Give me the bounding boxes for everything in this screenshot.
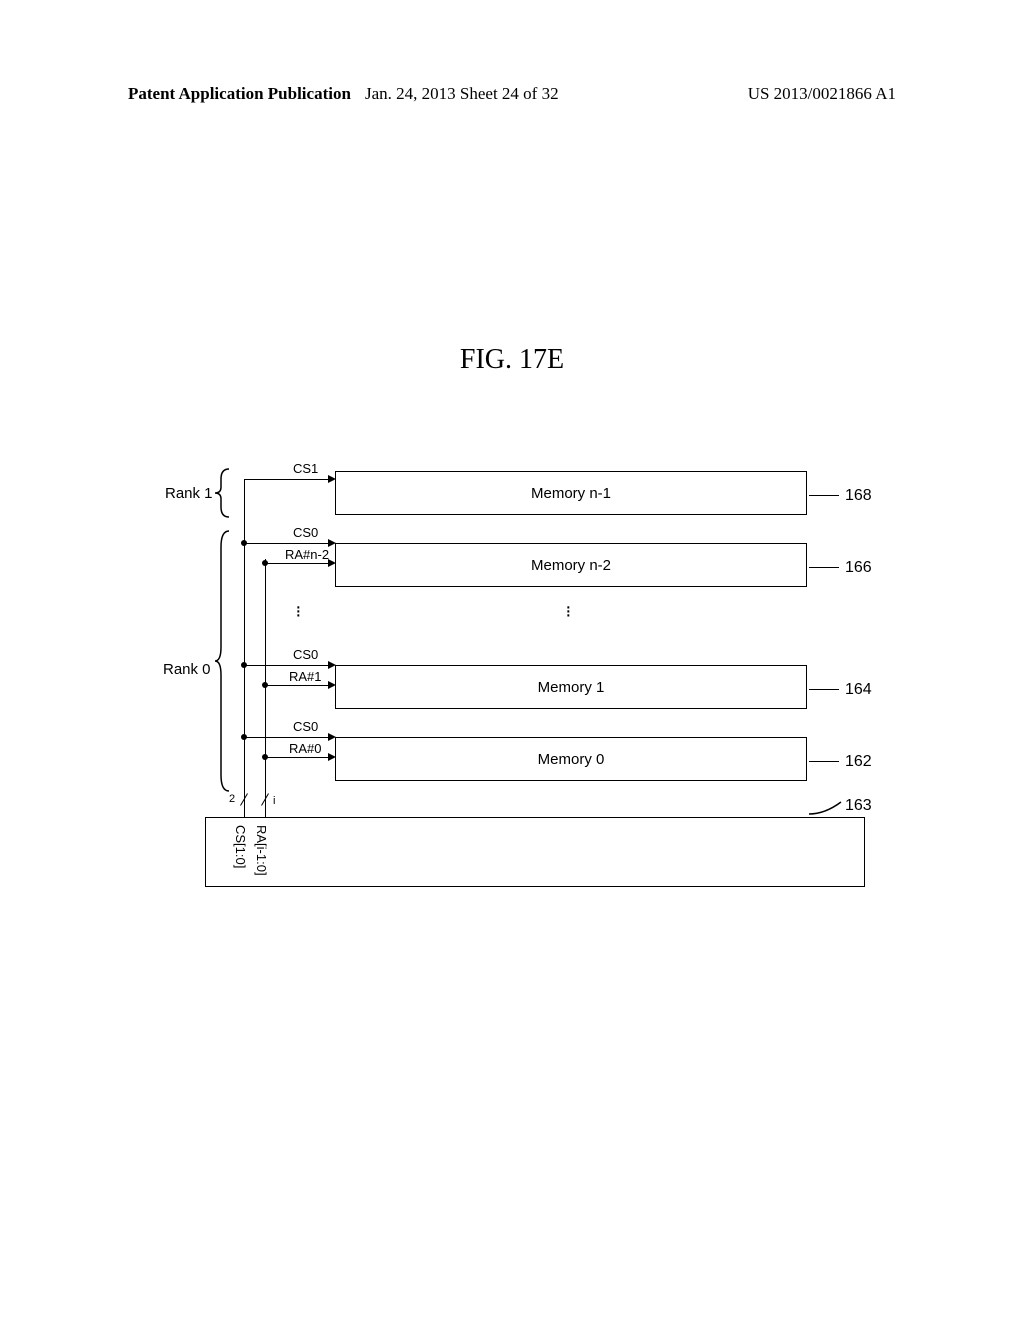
ref-number-162: 162 [845,753,872,771]
signal-label-cs1: CS1 [293,461,318,476]
ellipsis-icon: ··· [295,605,302,617]
rank0-brace [213,527,231,795]
header-right-text: US 2013/0021866 A1 [748,84,896,104]
figure-title: FIG. 17E [0,344,1024,376]
bus-width-label-cs: 2 [229,793,235,805]
signal-label-ra-0: RA#0 [289,741,322,756]
signal-label-ra-1: RA#1 [289,669,322,684]
controller-box-163 [205,817,865,887]
ra-0-wire [265,757,328,758]
bus-width-label-ra: i [273,795,275,807]
signal-label-ra-n2: RA#n-2 [285,547,329,562]
signal-label-cs0-a: CS0 [293,525,318,540]
junction-dot [241,662,247,668]
memory-box-0: Memory 0 [335,737,807,781]
ref-leader-163 [807,800,843,816]
ra-n2-wire [265,563,328,564]
junction-dot [262,682,268,688]
rank1-brace [213,467,231,519]
ref-number-163: 163 [845,797,872,815]
bus-name-ra: RA[i-1:0] [254,825,269,876]
cs-bus-line [244,479,245,817]
memory-box-1: Memory 1 [335,665,807,709]
memory-box-n-2: Memory n-2 [335,543,807,587]
ref-leader [809,567,839,568]
memory-box-n-1: Memory n-1 [335,471,807,515]
junction-dot [262,754,268,760]
junction-dot [262,560,268,566]
page-header: Patent Application Publication Jan. 24, … [0,84,1024,108]
cs0-wire-a [244,543,328,544]
cs0-wire-c [244,737,328,738]
cs0-wire-b [244,665,328,666]
rank1-label: Rank 1 [165,485,213,502]
ref-number-168: 168 [845,487,872,505]
ref-leader [809,761,839,762]
cs1-wire [244,479,328,480]
header-left-text: Patent Application Publication [128,84,351,104]
ref-number-164: 164 [845,681,872,699]
signal-label-cs0-c: CS0 [293,719,318,734]
ellipsis-icon: ··· [565,605,572,617]
junction-dot [241,540,247,546]
figure-diagram: Rank 1 Rank 0 CS1 CS0 RA#n-2 CS0 RA#1 CS… [185,465,865,895]
signal-label-cs0-b: CS0 [293,647,318,662]
ref-leader [809,689,839,690]
header-center-text: Jan. 24, 2013 Sheet 24 of 32 [365,84,559,104]
rank0-label: Rank 0 [163,661,211,678]
ref-number-166: 166 [845,559,872,577]
ref-leader [809,495,839,496]
ra-bus-line [265,559,266,817]
ra-1-wire [265,685,328,686]
junction-dot [241,734,247,740]
bus-name-cs: CS[1:0] [233,825,248,868]
